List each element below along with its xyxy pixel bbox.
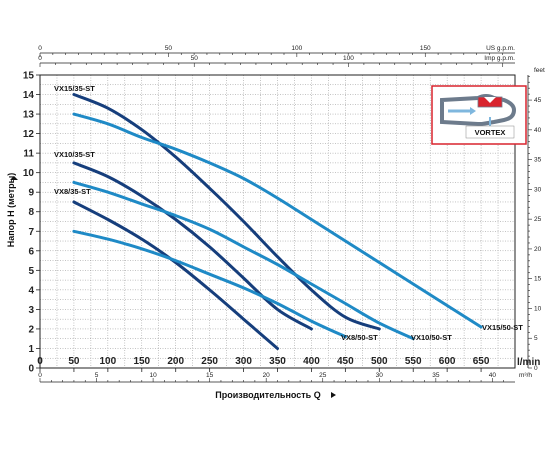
impeller-vane-icon xyxy=(484,97,496,103)
feet-tick-label: 5 xyxy=(534,335,538,342)
x-tick-label: 600 xyxy=(439,356,456,367)
y-tick-label: 4 xyxy=(28,285,34,296)
m3h-tick-label: 25 xyxy=(319,372,327,379)
feet-tick-label: 15 xyxy=(534,276,542,283)
y-tick-label: 13 xyxy=(23,110,35,121)
m3h-tick-label: 30 xyxy=(376,372,384,379)
x-tick-label: 350 xyxy=(269,356,286,367)
y-tick-label: 3 xyxy=(28,305,34,316)
y-tick-label: 14 xyxy=(23,90,35,101)
feet-tick-label: 30 xyxy=(534,186,542,193)
series-label: VX15/35-ST xyxy=(54,84,95,93)
y-axis-title: Напор H (метры) xyxy=(6,173,16,248)
imp-gpm-tick-label: 100 xyxy=(343,55,354,62)
series-label: VX15/50-ST xyxy=(482,323,523,332)
x-tick-label: 50 xyxy=(68,356,80,367)
feet-unit-label: feet xyxy=(534,67,545,74)
us-gpm-tick-label: 50 xyxy=(165,45,173,52)
us-gpm-tick-label: 150 xyxy=(420,45,431,52)
series-line-vx10-50-st xyxy=(72,180,415,341)
x-axis-arrow-icon xyxy=(331,392,336,398)
feet-tick-label: 20 xyxy=(534,246,542,253)
flow-arrowhead-icon xyxy=(470,107,476,115)
series-label: VX10/50-ST xyxy=(411,333,452,342)
series-label: VX8/50-ST xyxy=(341,333,378,342)
y-tick-label: 6 xyxy=(28,246,34,257)
series-line-vx8-35-st xyxy=(72,200,279,350)
y-tick-label: 9 xyxy=(28,188,34,199)
x-tick-label: 200 xyxy=(167,356,184,367)
x-tick-label: 400 xyxy=(303,356,320,367)
x-tick-label: 550 xyxy=(405,356,422,367)
m3h-tick-label: 20 xyxy=(263,372,271,379)
inset-label: VORTEX xyxy=(475,128,506,137)
x-tick-label: 300 xyxy=(235,356,252,367)
y-tick-label: 7 xyxy=(28,227,34,238)
y-tick-label: 11 xyxy=(23,149,34,160)
feet-tick-label: 0 xyxy=(534,365,538,372)
series-label: VX8/35-ST xyxy=(54,187,91,196)
x-unit-label: l/min xyxy=(517,357,540,368)
feet-tick-label: 40 xyxy=(534,127,542,134)
axes: 0 50 100 150 200 250 300 350 400 450 500 550 600 650 l… xyxy=(23,45,545,383)
m3h-tick-label: 10 xyxy=(149,372,157,379)
y-tick-label: 1 xyxy=(28,344,34,355)
us-gpm-tick-label: 0 xyxy=(38,45,42,52)
y-tick-label: 12 xyxy=(23,129,35,140)
m3h-tick-label: 40 xyxy=(489,372,497,379)
feet-tick-label: 45 xyxy=(534,97,542,104)
y-tick-label: 5 xyxy=(28,266,34,277)
imp-gpm-tick-label: 0 xyxy=(38,55,42,62)
vortex-inset: VORTEX xyxy=(431,85,527,145)
m3h-unit-label: m³/h xyxy=(519,372,532,379)
us-gpm-tick-label: 100 xyxy=(291,45,302,52)
y-axis-arrow-icon xyxy=(10,176,18,180)
us-gpm-unit-label: US g.p.m. xyxy=(486,45,515,52)
feet-tick-label: 25 xyxy=(534,216,542,223)
x-tick-label: 150 xyxy=(133,356,150,367)
series xyxy=(72,93,483,350)
inset-label-box xyxy=(465,125,515,139)
x-tick-label: 650 xyxy=(473,356,490,367)
series-labels: VX15/35-ST VX10/35-ST VX8/35-ST VX8/50-ST VX… xyxy=(54,84,523,342)
y-tick-label: 10 xyxy=(23,168,35,179)
series-line-vx8-50-st xyxy=(72,229,347,339)
y-tick-label: 2 xyxy=(28,324,34,335)
series-line-vx15-50-st xyxy=(72,112,483,329)
y-tick-label: 15 xyxy=(23,71,35,82)
y-tick-label: 0 xyxy=(28,364,34,375)
x-tick-label: 100 xyxy=(100,356,117,367)
y-tick-label: 8 xyxy=(28,207,34,218)
imp-gpm-unit-label: Imp g.p.m. xyxy=(484,55,515,62)
x-axis-title: Производительность Q xyxy=(215,390,320,400)
series-line-vx10-35-st xyxy=(72,161,313,331)
m3h-tick-label: 5 xyxy=(95,372,99,379)
feet-tick-label: 35 xyxy=(534,157,542,164)
m3h-tick-label: 15 xyxy=(206,372,214,379)
x-tick-label: 0 xyxy=(37,356,43,367)
series-label: VX10/35-ST xyxy=(54,150,95,159)
x-tick-label: 500 xyxy=(371,356,388,367)
imp-gpm-tick-label: 50 xyxy=(191,55,199,62)
x-tick-label: 250 xyxy=(201,356,218,367)
feet-tick-label: 10 xyxy=(534,305,542,312)
x-tick-label: 450 xyxy=(337,356,354,367)
m3h-tick-label: 35 xyxy=(432,372,440,379)
m3h-tick-label: 0 xyxy=(38,372,42,379)
series-line-vx15-35-st xyxy=(72,93,381,331)
